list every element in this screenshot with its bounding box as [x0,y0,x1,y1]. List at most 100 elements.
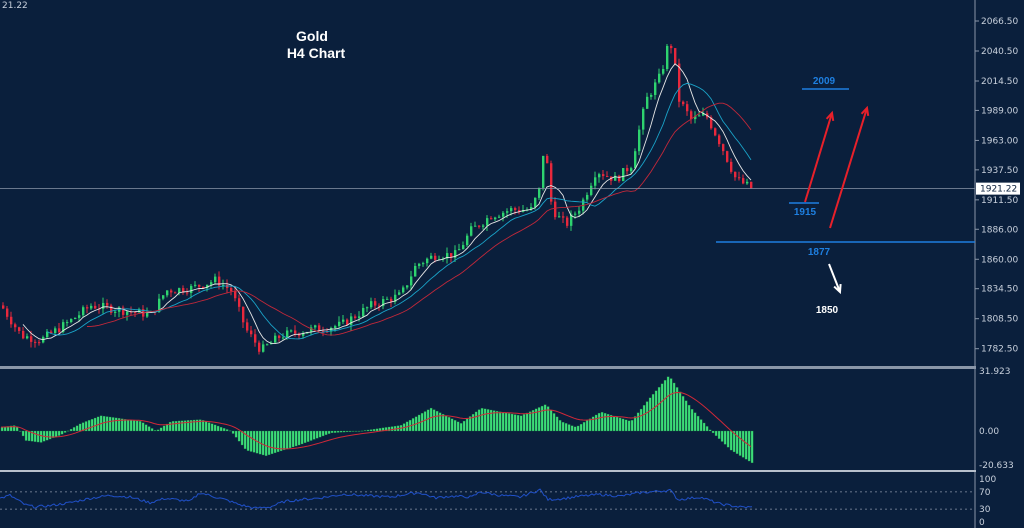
macd-histogram-bar [651,394,655,432]
current-price-badge [976,182,1020,195]
macd-histogram-bar [222,428,226,432]
macd-histogram-bar [534,408,538,432]
ma-fast-line [22,63,752,345]
macd-histogram-bar [183,420,187,432]
macd-histogram-bar [615,416,619,432]
macd-histogram-bar [459,423,463,432]
candle-bear [198,284,201,287]
candle-bull [658,73,661,83]
bearish-arrow [828,263,841,293]
macd-histogram-bar [648,397,652,432]
macd-histogram-bar [714,430,718,436]
macd-histogram-bar [39,430,43,443]
candle-bull [470,226,473,236]
macd-histogram-bar [429,407,433,432]
macd-panel-separator[interactable] [0,366,976,369]
candle-bull [194,284,197,286]
macd-histogram-bar [693,412,697,432]
rsi-panel-separator[interactable] [0,470,976,472]
macd-histogram-bar [357,430,361,432]
macd-histogram-bar [369,429,373,432]
macd-histogram-bar [57,430,61,436]
candle-bull [454,250,457,258]
candle-bear [202,286,205,289]
macd-histogram-bar [318,430,322,438]
rsi-panel: 100 70 30 0 [0,475,996,528]
macd-histogram-bar [333,430,337,433]
candle-bull [646,96,649,109]
macd-histogram-bar [240,430,244,446]
macd-histogram-bar [450,418,454,432]
macd-histogram-bar [120,418,124,432]
corner-price-label: 21.22 [2,1,28,11]
candle-bull [702,113,705,116]
candle-bull [90,305,93,309]
macd-histogram-bar [501,412,505,432]
macd-histogram-bar [30,430,34,442]
candle-bull [382,299,385,307]
macd-histogram-bar [168,421,172,432]
candle-bull [506,211,509,213]
macd-histogram-bar [684,400,688,432]
macd-histogram-bar [204,421,208,432]
macd-histogram-bar [360,430,364,432]
candle-bull [410,276,413,286]
macd-histogram-bar [498,411,502,432]
candle-bear [678,63,681,102]
candle-bull [578,210,581,214]
macd-histogram-bar [552,413,556,432]
candle-bear [566,217,569,226]
macd-histogram-bar [510,413,514,432]
macd-histogram-bar [486,409,490,432]
candle-bear [110,305,113,313]
candle-bull [498,216,501,218]
macd-histogram-bar [351,430,355,432]
macd-histogram-bar [18,430,22,432]
candle-bull [630,168,633,172]
macd-histogram-bar [507,413,511,432]
price-tick-label: 1808.50 [981,315,1018,325]
candle-bull [330,328,333,332]
candle-bear [490,218,493,220]
macd-histogram-bar [639,408,643,432]
macd-histogram-bar [672,382,676,432]
macd-histogram-bar [390,426,394,432]
macd-histogram-bar [453,420,457,432]
candle-bull [594,177,597,186]
macd-histogram-bar [678,391,682,432]
macd-histogram-bar [546,406,550,432]
candle-bull [314,325,317,328]
candle-bull [338,321,341,327]
level-2009-label: 2009 [813,76,836,87]
candle-bull [334,326,337,329]
candle-bull [350,316,353,325]
macd-panel: 31.923 0.00 -20.633 [0,367,1014,471]
macd-histogram-bar [468,416,472,432]
macd-histogram-bar [138,421,142,432]
macd-histogram-bar [483,408,487,432]
candle-bull [538,187,541,198]
macd-histogram-bar [165,423,169,432]
candle-bear [670,45,673,49]
candle-bull [446,253,449,259]
candle-bull [574,213,577,215]
candle-bull [66,322,69,324]
macd-histogram-bar [663,380,667,432]
macd-histogram-bar [624,419,628,432]
macd-histogram-bar [63,430,67,433]
candle-bear [514,208,517,210]
macd-histogram-bar [612,415,616,432]
macd-histogram-bar [642,405,646,432]
candle-bull [402,287,405,293]
candle-bear [322,330,325,332]
candle-bull [542,155,545,188]
macd-histogram-bar [162,425,166,432]
macd-histogram-bar [594,414,598,432]
candle-bull [74,317,77,320]
bullish-arrow-2 [829,107,868,229]
macd-histogram-bar [645,401,649,432]
macd-histogram-bar [621,418,625,432]
macd-histogram-bar [618,417,622,432]
candle-bull [590,185,593,195]
